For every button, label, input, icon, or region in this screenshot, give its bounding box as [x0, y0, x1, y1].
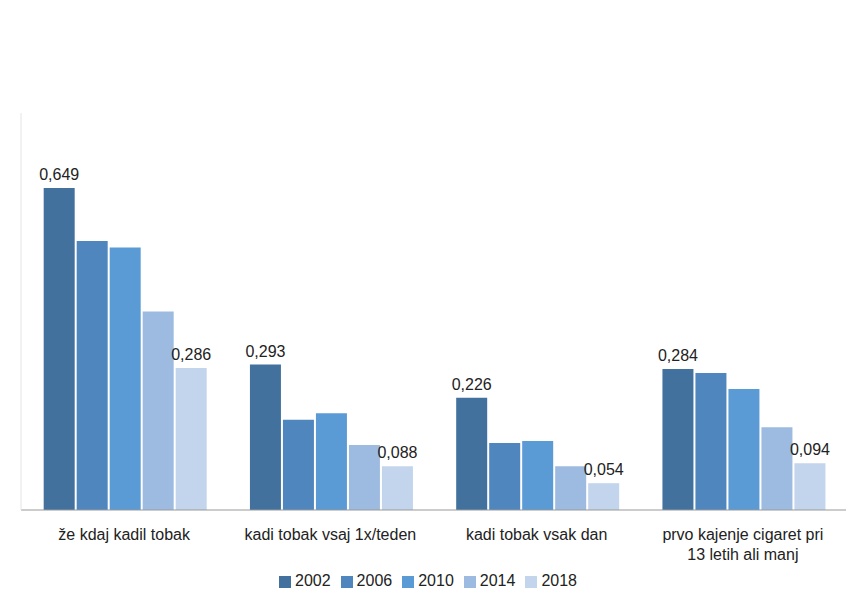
svg-text:0,088: 0,088 [377, 444, 417, 461]
svg-text:že kdaj kadil tobak: že kdaj kadil tobak [58, 526, 191, 543]
html-text:2010: 2010 [418, 572, 454, 589]
svg-text:kadi tobak vsak dan: kadi tobak vsak dan [466, 526, 607, 543]
html-text:2018: 2018 [541, 572, 577, 589]
svg-text:0,094: 0,094 [790, 441, 830, 458]
svg-text:0,284: 0,284 [658, 347, 698, 364]
svg-text:0,226: 0,226 [452, 376, 492, 393]
svg-text:0,054: 0,054 [584, 461, 624, 478]
svg-text:0,286: 0,286 [171, 346, 211, 363]
html-text:2006: 2006 [356, 572, 393, 589]
svg-text:0,649: 0,649 [39, 166, 79, 183]
svg-text:kadi tobak vsaj 1x/teden: kadi tobak vsaj 1x/teden [245, 526, 417, 543]
svg-text:0,293: 0,293 [245, 343, 285, 360]
html-text:2002: 2002 [295, 572, 331, 589]
svg-text:prvo kajenje cigaret pri13 let: prvo kajenje cigaret pri13 letih ali man… [662, 526, 823, 563]
html-text:2014: 2014 [479, 572, 516, 589]
